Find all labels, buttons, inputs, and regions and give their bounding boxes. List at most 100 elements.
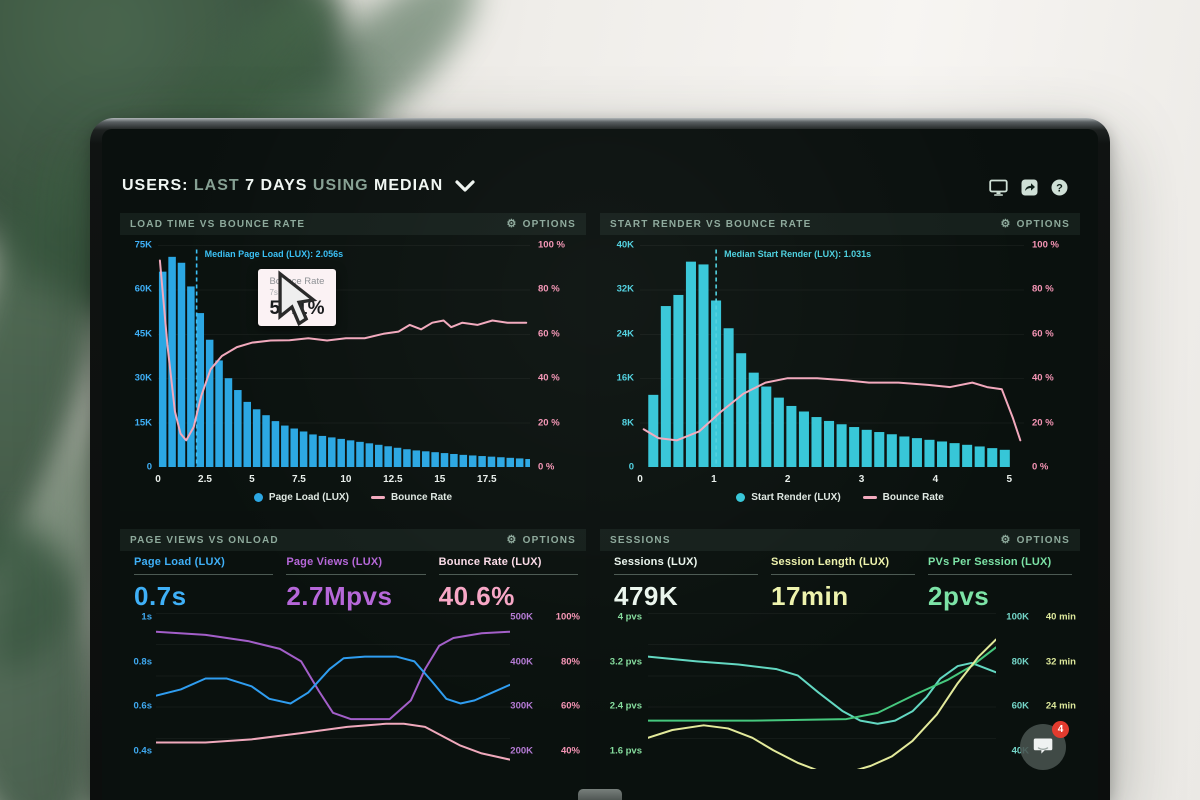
right-axis: 100 % 80 % 60 % 40 % 20 % 0 % [534,240,582,473]
x-tick: 0 [155,474,161,485]
axis-tick: 0.4s [133,745,153,757]
axis-tick: 0.6s [133,700,153,712]
legend: Page Load (LUX) Bounce Rate [120,492,586,503]
stat-label: Sessions (LUX) [614,556,758,575]
left-axis: 4 pvs 3.2 pvs 2.4 pvs 1.6 pvs [602,612,642,757]
stat-value: 479K [614,581,679,611]
axis-tick: 60 % [538,328,560,340]
options-label: OPTIONS [1016,218,1070,230]
x-tick: 5 [1006,474,1012,485]
x-tick: 1 [711,474,717,485]
svg-text:?: ? [1056,182,1063,194]
tooltip-x-value: 7s [269,288,278,298]
title-segment: USERS: [122,177,189,194]
stat-value: 2pvs [928,581,990,611]
stat-label: Session Length (LUX) [771,556,915,575]
options-button[interactable]: ⚙ OPTIONS [1000,533,1070,546]
axis-tick: 3.2 pvs [609,656,642,668]
stat-value: 2.7Mpvs [286,581,393,611]
panel-title: SESSIONS [610,534,671,546]
x-tick: 7.5 [291,474,306,485]
axis-tick: 40 % [1032,372,1054,384]
axis-tick: 4 pvs [617,611,642,623]
dashboard-screen: USERS: LAST 7 DAYS USING MEDIAN ? [102,129,1098,800]
stat-value: 0.7s [134,581,187,611]
panel-title: LOAD TIME VS BOUNCE RATE [130,218,306,230]
options-button[interactable]: ⚙ OPTIONS [1000,217,1070,230]
chevron-down-icon [455,179,475,192]
x-tick: 2 [784,474,791,485]
help-icon[interactable]: ? [1051,179,1068,196]
dashboard-header: USERS: LAST 7 DAYS USING MEDIAN [122,177,475,195]
axis-tick: 30K [134,372,152,384]
axis-tick: 0 % [1032,461,1049,473]
axis-tick: 0 [146,461,152,473]
x-tick: 10 [340,474,352,485]
stat-bounce-rate: Bounce Rate (LUX) 40.6% [438,556,578,612]
axis-tick: 100 % [1032,239,1059,251]
share-icon[interactable] [1021,179,1038,196]
stats-row: Sessions (LUX) 479K Session Length (LUX)… [614,556,1072,612]
legend-item: Page Load (LUX) [253,492,349,503]
page-title: USERS: LAST 7 DAYS USING MEDIAN [122,177,443,195]
x-tick: 2.5 [198,474,212,485]
cursor-icon [278,270,318,327]
axis-tick: 24K [616,328,634,340]
left-axis: 75K 60K 45K 30K 15K 0 [122,240,152,473]
gear-icon: ⚙ [1000,533,1012,546]
axis-tick: 1.6 pvs [609,745,642,757]
legend: Start Render (LUX) Bounce Rate [600,492,1080,503]
options-label: OPTIONS [522,534,576,546]
axis-tick: 75K [134,239,152,251]
x-tick: 17.5 [477,474,497,485]
laptop-hinge-notch [578,789,622,800]
stat-session-length: Session Length (LUX) 17min [771,556,915,612]
axis-tick: 80 % [538,283,560,295]
title-segment: USING [307,177,369,194]
axis-tick: 400K 80% [510,656,580,668]
panel-title: START RENDER VS BOUNCE RATE [610,218,812,230]
title-segment: 7 DAYS [239,177,308,194]
axis-tick: 45K [134,328,152,340]
date-range-dropdown[interactable] [455,179,475,195]
stat-value: 17min [771,581,849,611]
axis-tick: 20 % [538,417,560,429]
axis-tick: 15K [134,417,152,429]
axis-tick: 8K [621,417,634,429]
legend-item: Bounce Rate [370,492,452,503]
plot-area: Bounce Rate 7s 57.1% Median Page Load (L… [158,245,530,467]
options-button[interactable]: ⚙ OPTIONS [507,218,576,230]
right-axis: 100 % 80 % 60 % 40 % 20 % 0 % [1028,240,1076,473]
chat-bubble-icon [1033,738,1053,754]
x-tick: 4 [932,474,939,485]
x-axis: 0 2.5 5 7.5 10 12.5 15 17.5 [155,474,530,488]
options-label: OPTIONS [1016,534,1070,546]
notification-badge: 4 [1052,721,1069,738]
axis-tick: 100 % [538,239,565,251]
panel-start-render: START RENDER VS BOUNCE RATE ⚙ OPTIONS 40… [600,213,1080,511]
axis-tick: 20 % [1032,417,1054,429]
gear-icon: ⚙ [1000,217,1012,230]
x-tick: 5 [249,474,255,485]
panel-title: PAGE VIEWS VS ONLOAD [130,534,279,546]
x-axis: 0 1 2 3 4 5 [637,474,1024,488]
stat-label: Bounce Rate (LUX) [438,556,578,575]
panel-sessions: SESSIONS ⚙ OPTIONS Sessions (LUX) 479K S… [600,529,1080,800]
axis-tick: 0 % [538,461,555,473]
stat-label: PVs Per Session (LUX) [928,556,1072,575]
axis-tick: 60K 24 min [1011,700,1076,712]
display-icon[interactable] [989,179,1008,196]
axis-tick: 40 % [538,372,560,384]
panel-load-time: LOAD TIME VS BOUNCE RATE ⚙ OPTIONS 75K 60… [120,213,586,511]
tooltip: Bounce Rate 7s 57.1% [258,269,336,327]
chat-widget-button[interactable]: 4 [1020,721,1069,770]
stat-value: 40.6% [438,581,515,611]
options-button[interactable]: ⚙ OPTIONS [507,534,576,546]
axis-tick: 80K 32 min [1011,656,1076,668]
axis-tick: 60K [134,283,152,295]
plot-area [156,613,510,769]
title-segment: MEDIAN [368,177,444,194]
plot-area [648,613,996,769]
median-annotation: Median Start Render (LUX): 1.031s [724,249,872,259]
